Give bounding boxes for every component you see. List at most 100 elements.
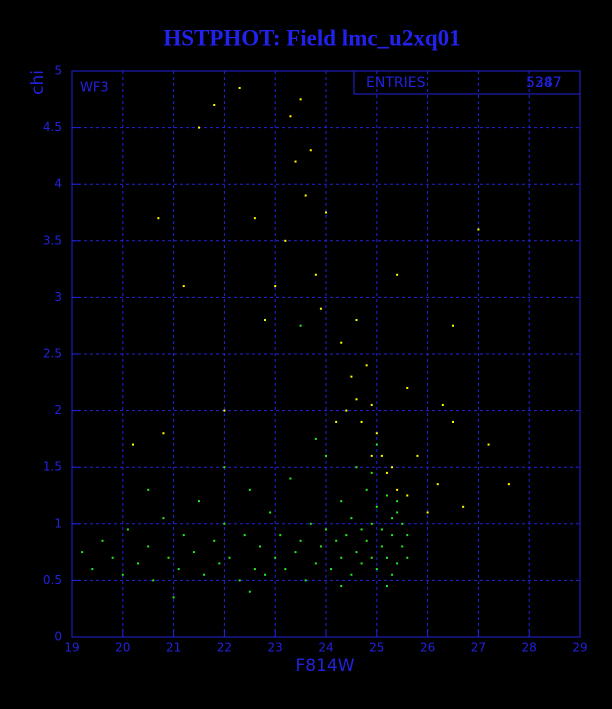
point (314, 562, 317, 565)
point (182, 285, 185, 288)
y-axis-label: chi (28, 70, 48, 95)
x-tick-label: 27 (471, 641, 486, 655)
point (441, 403, 444, 406)
point (213, 539, 216, 542)
point (325, 528, 327, 531)
point (304, 579, 307, 582)
point (289, 477, 292, 480)
y-tick-label: 3 (54, 290, 62, 304)
point (477, 228, 480, 231)
point (385, 556, 388, 559)
y-tick-label: 5 (54, 64, 62, 78)
point (223, 466, 226, 469)
x-tick-label: 25 (369, 641, 384, 655)
point (177, 568, 180, 571)
point (258, 545, 261, 548)
point (406, 386, 409, 389)
point (167, 556, 170, 559)
point (228, 556, 231, 559)
stats-value: 5247 (526, 75, 562, 91)
point (340, 585, 343, 588)
point (325, 454, 327, 457)
point (340, 556, 343, 559)
point (350, 517, 353, 520)
plot-frame (71, 70, 581, 638)
point (370, 454, 373, 457)
y-tick-label: 2.5 (43, 347, 62, 361)
point (213, 103, 216, 106)
point (391, 466, 394, 469)
point (365, 488, 368, 491)
x-tick-label: 28 (522, 641, 537, 655)
point (203, 573, 206, 576)
point (243, 534, 246, 537)
point (487, 443, 490, 446)
point (396, 500, 399, 503)
stats-label: ENTRIES (366, 75, 426, 91)
point (436, 483, 439, 486)
point (396, 488, 399, 491)
y-tick-label: 0.5 (43, 573, 62, 587)
point (319, 545, 322, 548)
point (406, 534, 409, 537)
point (385, 471, 388, 474)
point (426, 511, 429, 514)
point (126, 528, 129, 531)
point (309, 522, 312, 525)
y-tick-label: 2 (54, 403, 62, 417)
point (223, 522, 226, 525)
point (294, 551, 297, 554)
point (375, 505, 378, 508)
point (360, 420, 363, 423)
point (385, 585, 388, 588)
x-tick-label: 26 (420, 641, 435, 655)
point (350, 375, 353, 378)
point (157, 217, 160, 220)
x-tick-label: 20 (115, 641, 130, 655)
point (452, 324, 454, 327)
point (370, 522, 373, 525)
point (391, 517, 394, 520)
point (162, 517, 165, 520)
point (137, 562, 140, 565)
point (81, 551, 84, 554)
point (264, 573, 267, 576)
point (370, 471, 373, 474)
x-tick-label: 22 (217, 641, 232, 655)
point (335, 539, 338, 542)
point (350, 573, 353, 576)
point (238, 86, 241, 89)
point (248, 590, 251, 593)
point (192, 551, 195, 554)
point (121, 573, 124, 576)
y-tick-label: 0 (54, 630, 62, 644)
x-tick-label: 21 (166, 641, 181, 655)
point (370, 556, 373, 559)
point (238, 579, 241, 582)
point (147, 488, 150, 491)
point (452, 420, 454, 423)
point (401, 522, 404, 525)
point (330, 568, 333, 571)
point (304, 194, 307, 197)
point (345, 409, 348, 412)
point (365, 539, 368, 542)
x-tick-label: 23 (268, 641, 283, 655)
point (294, 160, 297, 163)
point (182, 534, 185, 537)
point (223, 409, 226, 412)
point (345, 534, 348, 537)
point (218, 562, 221, 565)
point (340, 341, 343, 344)
point (391, 573, 394, 576)
point (370, 403, 373, 406)
x-axis-label: F814W (295, 656, 354, 676)
point (365, 364, 368, 367)
panel-label: WF3 (80, 81, 109, 96)
y-tick-label: 3.5 (43, 233, 62, 247)
point (360, 562, 363, 565)
point (101, 539, 104, 542)
point (162, 432, 165, 435)
point (269, 511, 272, 514)
